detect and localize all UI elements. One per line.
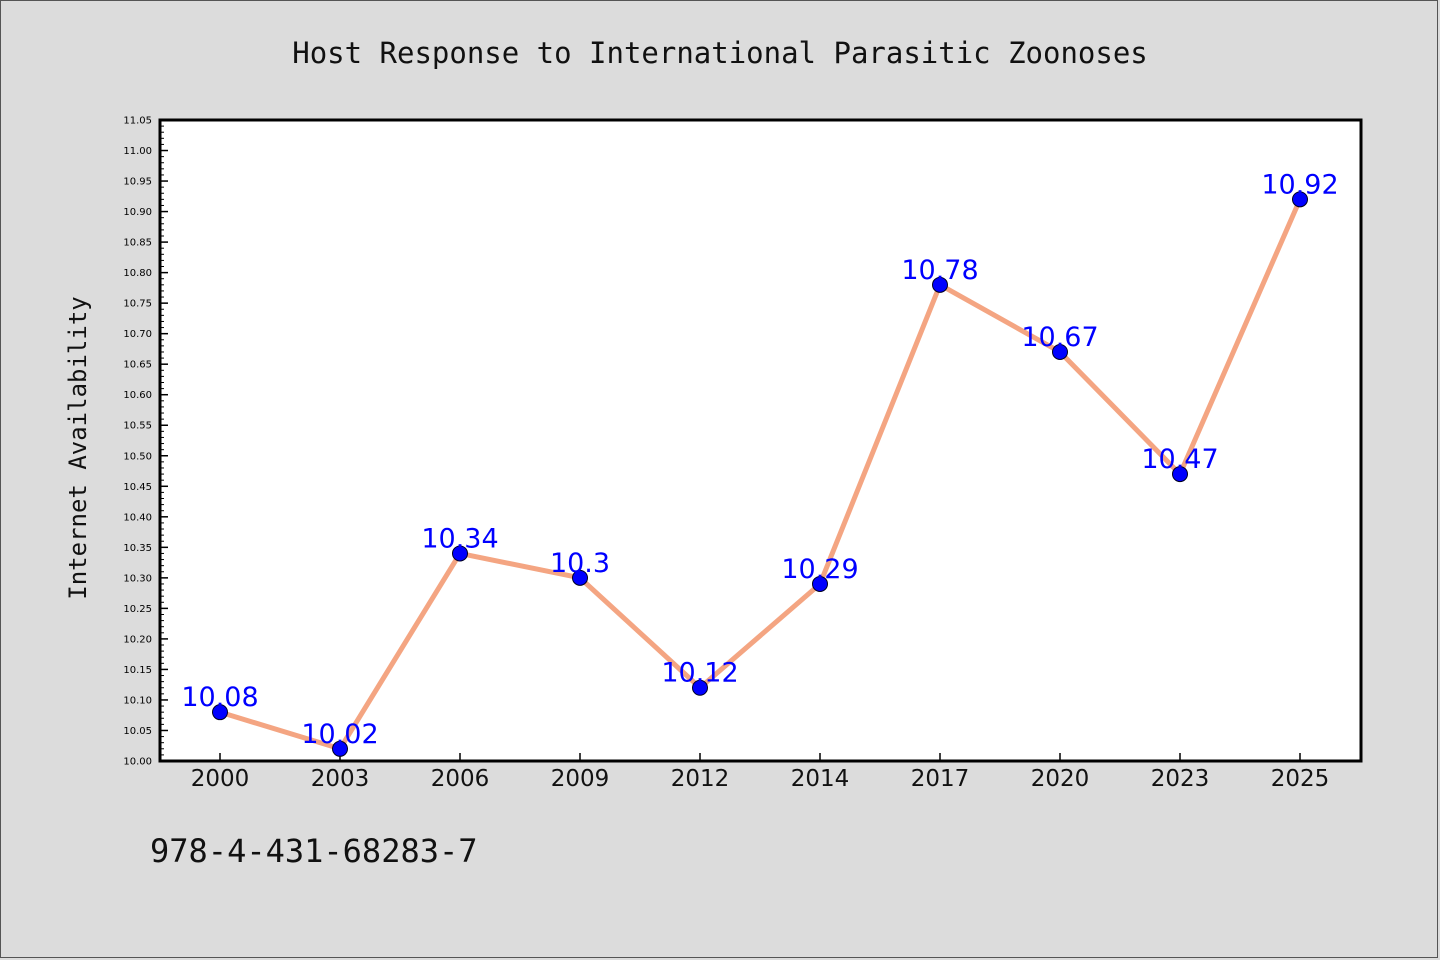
y-axis-ticks: 10.00 10.05 10.10 10.15 10.20 10.25 10.30 10.35… [123,116,168,768]
data-point [1172,466,1188,483]
data-label: 10.3 [550,548,610,579]
data-label: 10.02 [301,719,378,750]
x-tick-label: 2003 [311,766,370,792]
chart-title: Host Response to International Parasitic… [292,36,1148,70]
y-tick-label: 10.35 [123,543,152,554]
data-point [932,276,948,293]
data-label: 10.92 [1261,169,1338,200]
y-tick-label: 10.10 [123,695,152,706]
y-tick-label: 11.00 [123,146,152,157]
y-tick-label: 10.70 [123,329,152,340]
y-tick-label: 10.65 [123,360,152,371]
y-tick-label: 10.55 [123,421,152,432]
series-line [219,198,1303,752]
x-tick-label: 2014 [791,766,850,792]
x-tick-label: 2012 [671,766,730,792]
x-axis-ticks: 2000 2003 2006 2009 2012 2014 2017 2020 2023 2025 [191,753,1330,792]
y-axis-label: Internet Availability [64,296,92,599]
y-tick-label: 10.05 [123,726,152,737]
x-tick-label: 2025 [1271,766,1330,792]
y-tick-label: 10.20 [123,634,152,645]
y-tick-label: 10.50 [123,451,152,462]
data-label: 10.78 [901,255,978,286]
x-tick-label: 2006 [431,766,490,792]
data-point [692,679,708,696]
data-point [452,545,468,562]
y-tick-label: 10.15 [123,665,152,676]
y-tick-label: 10.30 [123,573,152,584]
y-tick-label: 10.60 [123,390,152,401]
x-tick-label: 2017 [911,766,970,792]
data-markers [212,191,1308,757]
x-tick-label: 2020 [1031,766,1090,792]
x-tick-label: 2009 [551,766,610,792]
y-tick-label: 10.40 [123,512,152,523]
data-point [572,569,588,586]
data-label: 10.12 [661,658,738,689]
y-tick-label: 10.95 [123,177,152,188]
y-tick-label: 10.80 [123,268,152,279]
isbn-code: 978-4-431-68283-7 [150,832,478,870]
data-point [1052,343,1068,360]
y-tick-label: 10.00 [123,757,152,768]
y-tick-label: 10.90 [123,207,152,218]
data-label: 10.08 [181,682,258,713]
data-point [812,575,828,592]
data-labels: 10.08 10.02 10.34 10.3 10.12 10.29 10.78 10.67 1… [181,169,1338,749]
y-tick-label: 11.05 [123,116,152,127]
data-label: 10.47 [1141,444,1218,475]
data-point [1292,191,1308,208]
x-tick-label: 2000 [191,766,250,792]
y-tick-label: 10.45 [123,482,152,493]
data-label: 10.67 [1021,322,1098,353]
data-point [212,704,228,721]
plot-area [158,118,1363,763]
x-tick-label: 2023 [1151,766,1210,792]
y-tick-label: 10.75 [123,299,152,310]
data-label: 10.29 [781,554,858,585]
y-tick-label: 10.25 [123,604,152,615]
data-label: 10.34 [421,523,498,554]
y-tick-label: 10.85 [123,238,152,249]
data-point [332,740,348,757]
